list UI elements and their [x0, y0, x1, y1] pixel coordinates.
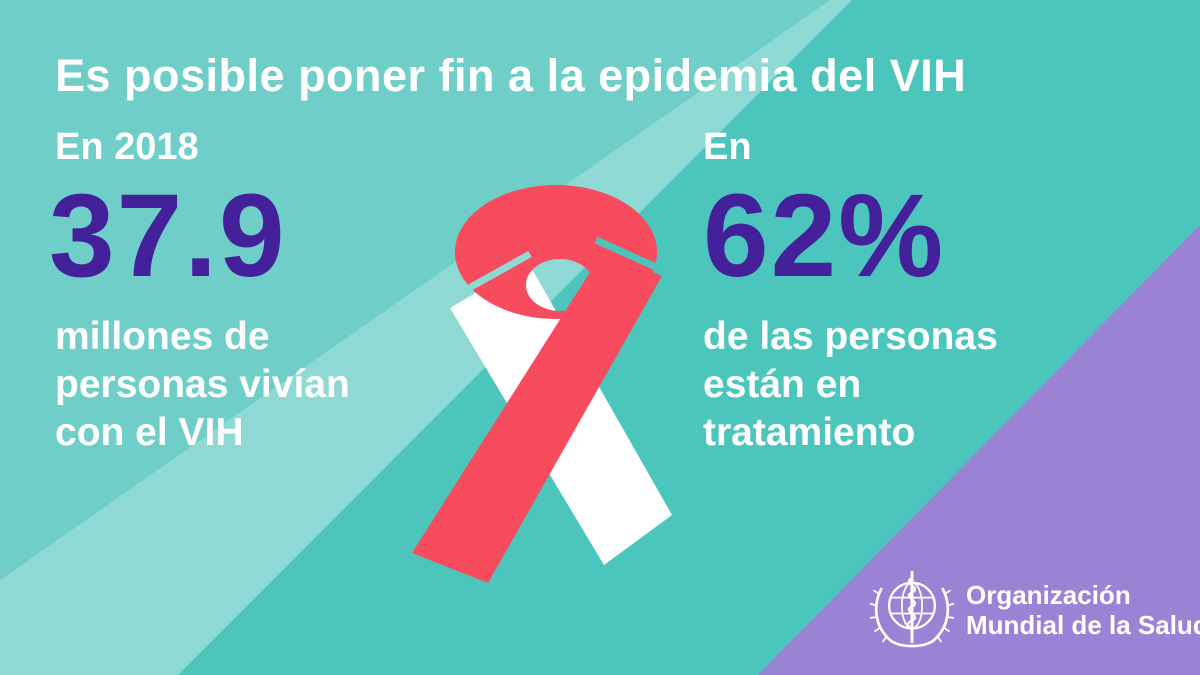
- page-title: Es posible poner fin a la epidemia del V…: [55, 50, 967, 101]
- ribbon-left-slit: [442, 250, 532, 306]
- who-logo-line2: Mundial de la Salud: [966, 610, 1200, 640]
- stat-right-desc-line3: tratamiento: [703, 411, 916, 454]
- stat-right-value: 62%: [703, 170, 946, 302]
- stat-left-desc-line1: millones de: [55, 315, 270, 358]
- who-logo-line1: Organización: [966, 580, 1131, 610]
- stat-left-description: millones de personas vivían con el VIH: [55, 313, 350, 457]
- stat-left-value: 37.9: [49, 170, 287, 302]
- stat-right-desc-line2: están en: [703, 363, 862, 406]
- who-emblem-icon: [869, 570, 955, 648]
- stat-right-description: de las personas están en tratamiento: [703, 313, 998, 457]
- who-logo-text: Organización Mundial de la Salud: [966, 580, 1200, 640]
- stat-people-living-with-hiv: En 2018 37.9 millones de personas vivían…: [49, 126, 350, 457]
- awareness-ribbon-icon: [400, 170, 720, 590]
- ribbon-loop: [455, 185, 658, 319]
- stat-people-on-treatment: En 62% de las personas están en tratamie…: [703, 126, 998, 457]
- who-logo: Organización Mundial de la Salud: [868, 566, 1200, 654]
- ribbon-right-slit: [594, 236, 660, 272]
- stat-right-prefix: En: [703, 126, 752, 168]
- stat-left-desc-line3: con el VIH: [55, 411, 244, 454]
- stat-left-prefix: En 2018: [55, 126, 199, 168]
- ribbon-svg: [412, 185, 672, 583]
- stat-right-desc-line1: de las personas: [703, 315, 998, 358]
- ribbon-red-strand: [412, 250, 662, 583]
- stat-left-desc-line2: personas vivían: [55, 363, 350, 406]
